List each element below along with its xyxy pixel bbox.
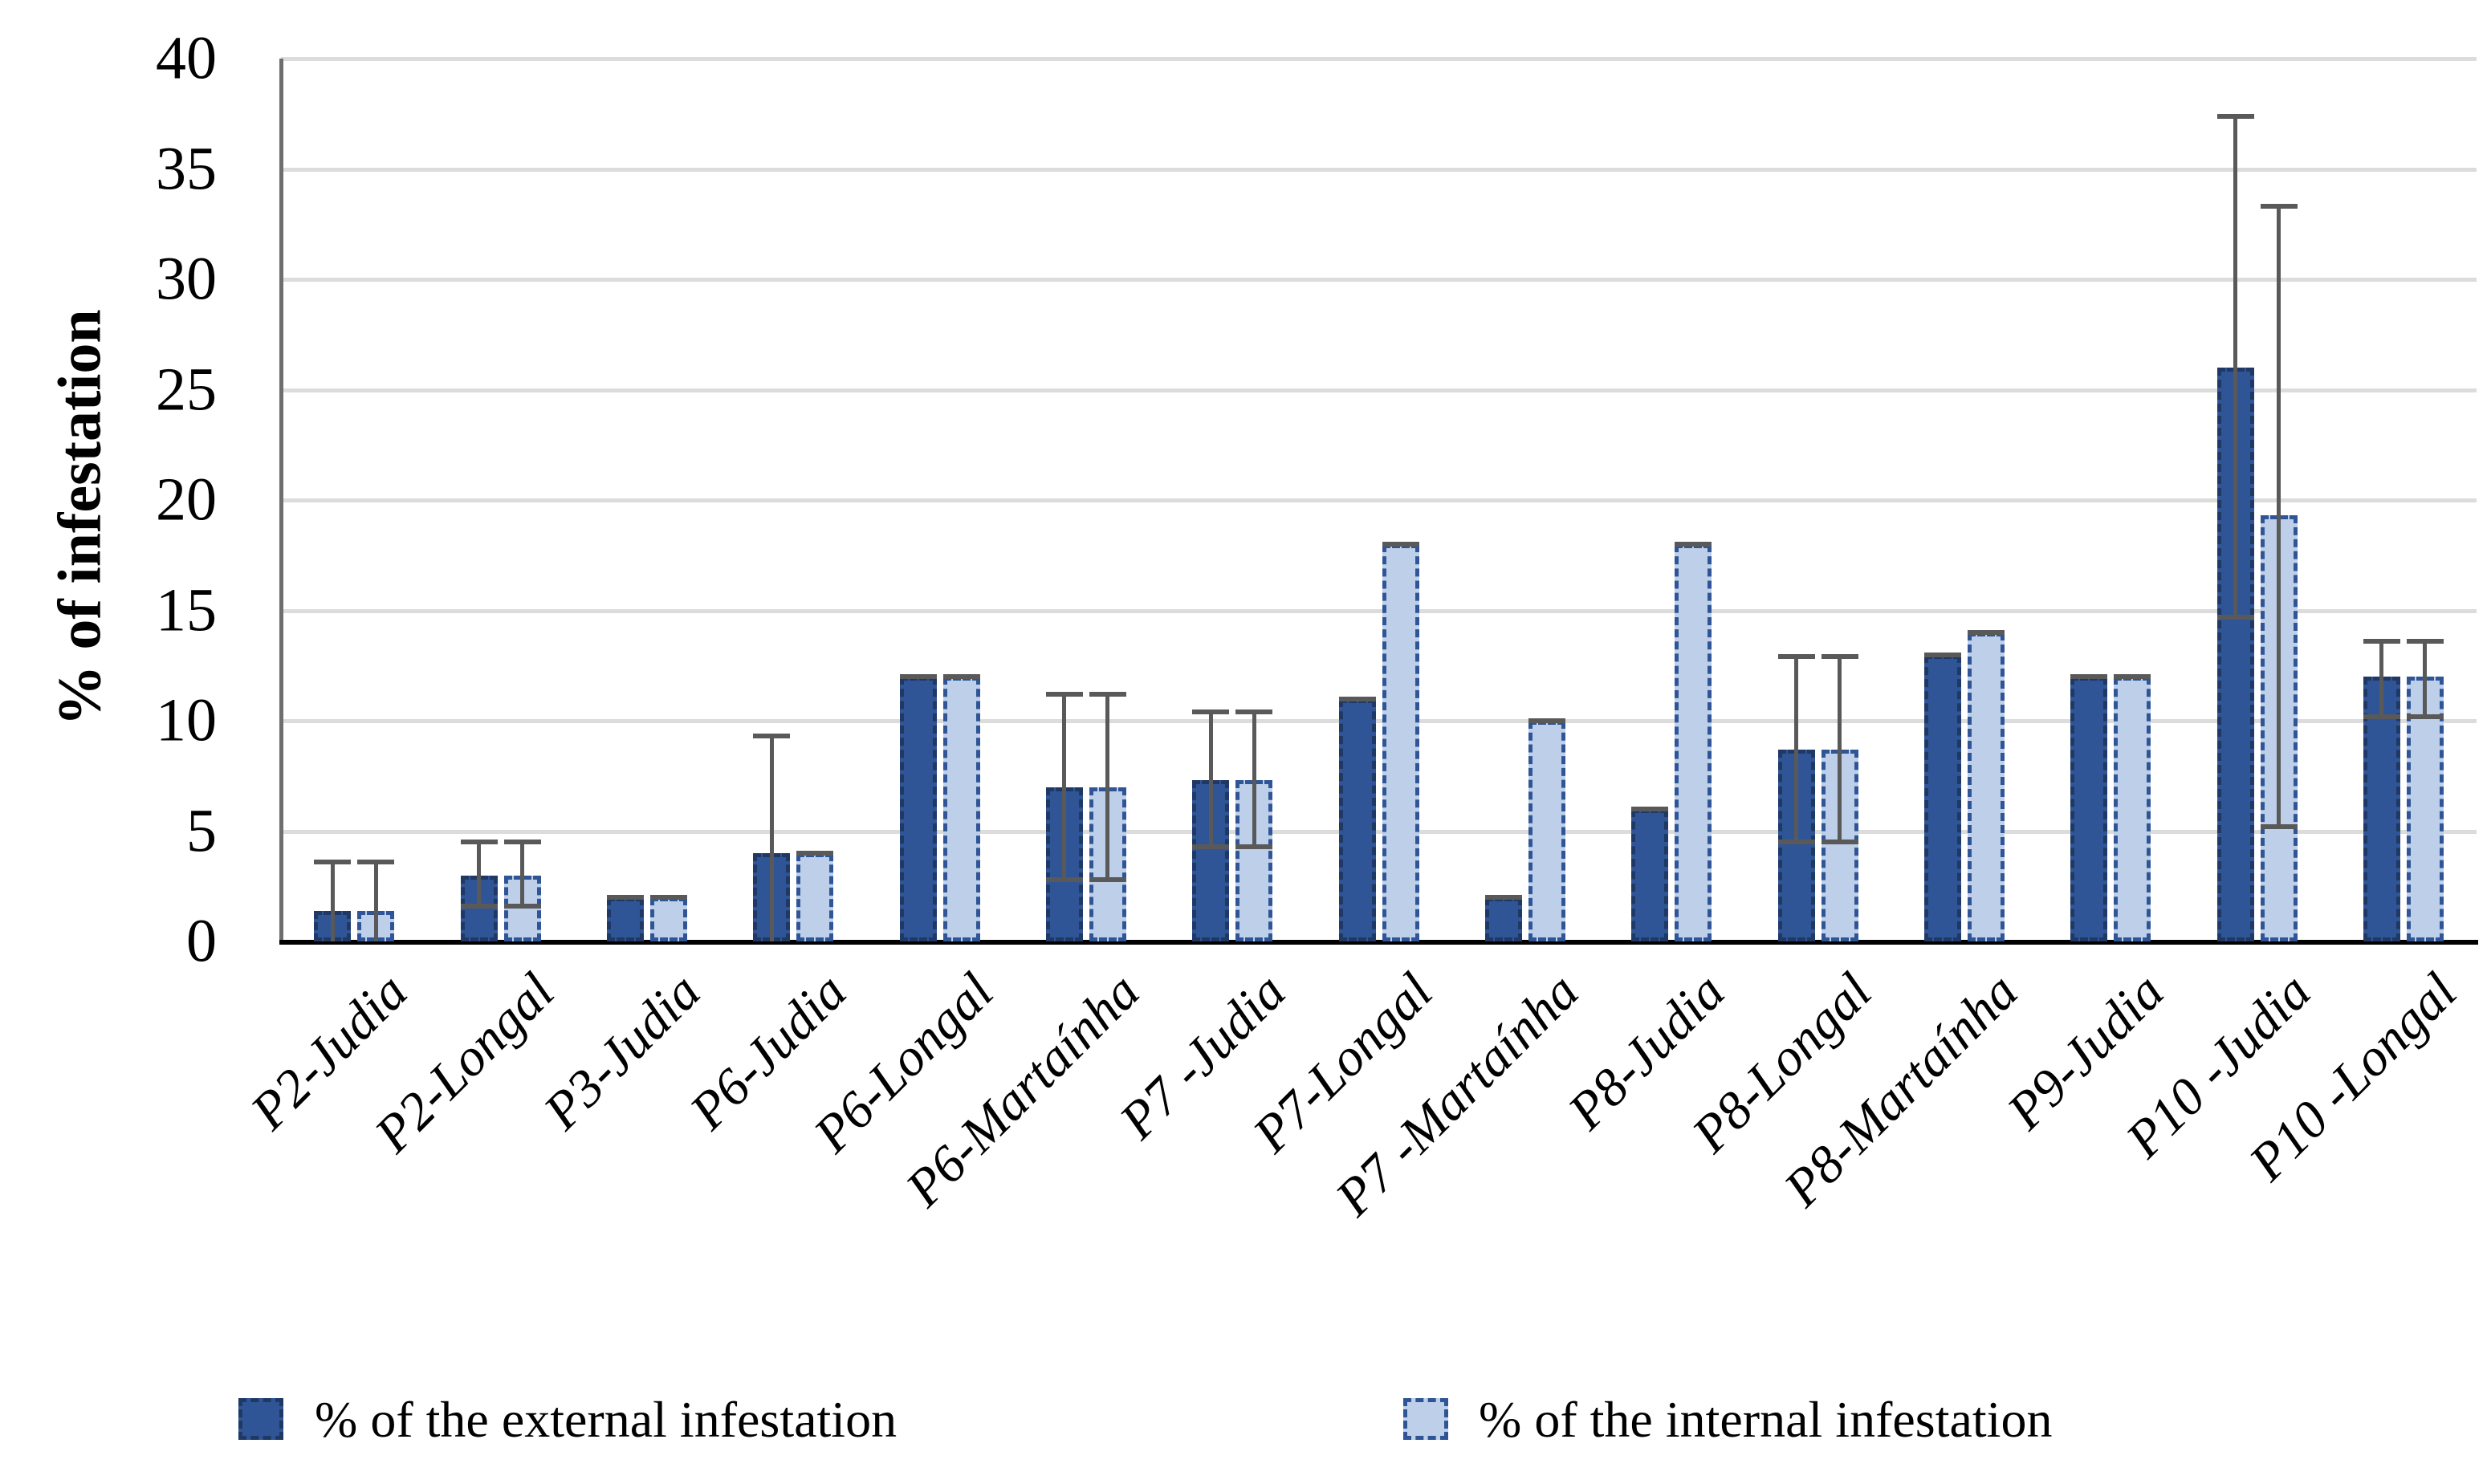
error-bar-line	[1105, 694, 1110, 880]
error-bar-cap-top	[1528, 718, 1565, 723]
error-bar-line	[769, 736, 774, 941]
error-bar-cap-bottom	[1045, 877, 1083, 882]
error-bar-cap-top	[2216, 113, 2254, 119]
gridline	[281, 608, 2477, 613]
error-bar-cap-top	[1382, 542, 1419, 547]
gridline	[281, 278, 2477, 282]
bar-internal	[649, 897, 687, 941]
bar-external	[2363, 677, 2400, 941]
legend-label-external: % of the external infestation	[315, 1391, 898, 1448]
error-bar-cap-bottom	[1235, 844, 1273, 849]
y-tick-label: 0	[186, 907, 217, 975]
error-bar-cap-bottom	[1777, 840, 1815, 845]
bar-internal	[1675, 544, 1712, 941]
bar-internal	[2114, 677, 2151, 941]
y-tick-label: 10	[156, 686, 217, 754]
error-bar-cap-top	[1089, 692, 1126, 697]
error-bar-cap-top	[899, 674, 937, 679]
bar-external	[606, 897, 644, 941]
error-bar-cap-top	[942, 674, 980, 679]
bar-external	[1923, 654, 1961, 941]
gridline	[281, 829, 2477, 834]
error-bar-cap-bottom	[2363, 714, 2400, 719]
gridline	[281, 57, 2477, 61]
legend-swatch-external	[238, 1398, 283, 1440]
error-bar-line	[1838, 657, 1842, 843]
legend-label-internal: % of the internal infestation	[1479, 1391, 2053, 1448]
bar-external	[1631, 809, 1669, 941]
error-bar-cap-bottom	[1821, 840, 1858, 845]
error-bar-cap-top	[606, 895, 644, 900]
bar-internal	[942, 677, 980, 941]
error-bar-line	[330, 862, 335, 941]
error-bar-cap-top	[1923, 652, 1961, 657]
gridline	[281, 167, 2477, 172]
y-tick-label: 15	[156, 576, 217, 644]
error-bar-cap-top	[649, 895, 687, 900]
error-bar-cap-bottom	[2260, 824, 2298, 829]
error-bar-cap-bottom	[460, 904, 498, 909]
error-bar-cap-top	[1484, 895, 1522, 900]
y-tick-label: 5	[186, 797, 217, 864]
error-bar-cap-bottom	[503, 904, 541, 909]
x-axis-line	[279, 940, 2478, 945]
error-bar-cap-top	[1967, 630, 2005, 635]
error-bar-cap-top	[1192, 709, 1230, 714]
error-bar-line	[1252, 712, 1256, 847]
gridline	[281, 388, 2477, 392]
error-bar-cap-top	[2406, 639, 2444, 644]
error-bar-cap-top	[1338, 696, 1376, 701]
bar-external	[1777, 749, 1815, 941]
error-bar-line	[2277, 206, 2281, 827]
gridline	[281, 719, 2477, 723]
error-bar-line	[2423, 641, 2428, 717]
error-bar-cap-top	[1777, 654, 1815, 660]
y-tick-label: 30	[156, 245, 217, 313]
error-bar-line	[1208, 712, 1213, 847]
bar-external	[1338, 698, 1376, 941]
error-bar-cap-top	[2114, 674, 2151, 679]
bar-external	[1484, 897, 1522, 941]
error-bar-cap-top	[357, 860, 395, 864]
error-bar-cap-top	[1631, 807, 1669, 811]
error-bar-cap-top	[1045, 692, 1083, 697]
error-bar-line	[2379, 641, 2384, 717]
error-bar-cap-bottom	[1192, 844, 1230, 849]
y-tick-label: 40	[156, 24, 217, 92]
error-bar-cap-top	[460, 840, 498, 845]
error-bar-cap-top	[2260, 204, 2298, 209]
error-bar-cap-top	[1235, 709, 1273, 714]
error-bar-cap-top	[796, 851, 834, 856]
bar-external	[899, 677, 937, 941]
y-tick-label: 25	[156, 356, 217, 423]
error-bar-line	[477, 842, 481, 906]
error-bar-line	[2233, 116, 2237, 617]
y-tick-label: 20	[156, 466, 217, 534]
error-bar-line	[373, 862, 378, 941]
error-bar-cap-bottom	[1089, 877, 1126, 882]
legend-swatch-internal	[1403, 1398, 1448, 1440]
bar-internal	[1528, 721, 1565, 941]
error-bar-line	[1062, 694, 1067, 880]
error-bar-cap-bottom	[2216, 614, 2254, 620]
error-bar-cap-bottom	[2406, 714, 2444, 719]
gridline	[281, 498, 2477, 502]
error-bar-cap-top	[2070, 674, 2108, 679]
bar-internal	[1967, 632, 2005, 941]
error-bar-cap-top	[1675, 542, 1712, 547]
y-axis-line	[279, 59, 283, 941]
error-bar-cap-top	[2363, 639, 2400, 644]
bar-internal	[796, 853, 834, 941]
error-bar-line	[1794, 657, 1798, 843]
y-tick-label: 35	[156, 135, 217, 202]
error-bar-line	[520, 842, 524, 906]
error-bar-cap-top	[1821, 654, 1858, 660]
error-bar-cap-top	[503, 840, 541, 845]
error-bar-cap-top	[753, 734, 791, 739]
error-bar-cap-top	[314, 860, 352, 864]
bar-internal	[1382, 544, 1419, 941]
bar-external	[2070, 677, 2108, 941]
